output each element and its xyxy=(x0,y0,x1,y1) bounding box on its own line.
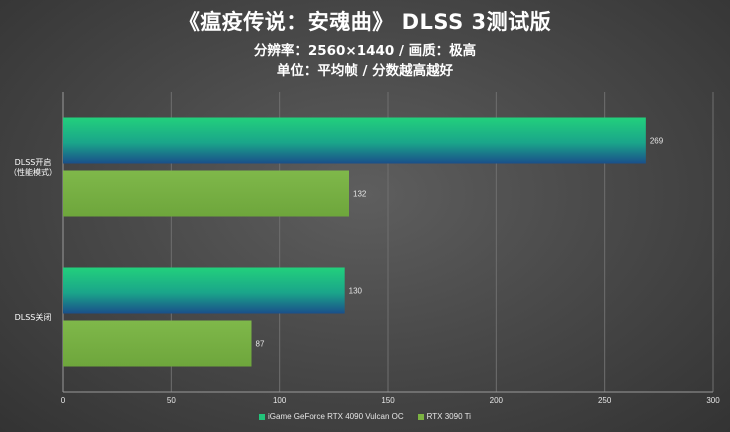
bar-dlss-off-rtx4090 xyxy=(63,267,345,314)
x-tick-label-0: 0 xyxy=(61,396,66,405)
legend-item-rtx4090: iGame GeForce RTX 4090 Vulcan OC xyxy=(259,412,404,421)
legend-label-rtx4090: iGame GeForce RTX 4090 Vulcan OC xyxy=(268,412,404,421)
category-label-dlss-off: DLSS关闭 xyxy=(15,312,52,322)
legend-label-rtx3090ti: RTX 3090 Ti xyxy=(426,412,471,421)
data-label-dlss-off-rtx4090: 130 xyxy=(349,287,363,296)
x-tick-label-200: 200 xyxy=(490,396,504,405)
x-tick-label-150: 150 xyxy=(381,396,395,405)
bar-dlss-on-rtx4090 xyxy=(63,117,646,164)
bar-dlss-off-rtx3090ti xyxy=(63,320,252,367)
data-label-dlss-on-rtx3090ti: 132 xyxy=(353,190,367,199)
x-tick-label-100: 100 xyxy=(273,396,287,405)
data-label-dlss-on-rtx4090: 269 xyxy=(650,137,664,146)
x-tick-label-250: 250 xyxy=(598,396,612,405)
x-tick-label-50: 50 xyxy=(167,396,176,405)
chart-subtitle-resolution: 分辨率：2560×1440 / 画质：极高 xyxy=(253,43,477,59)
legend-item-rtx3090ti: RTX 3090 Ti xyxy=(417,412,471,421)
legend: iGame GeForce RTX 4090 Vulcan OC RTX 309… xyxy=(0,412,730,421)
legend-swatch-rtx4090 xyxy=(259,413,266,420)
chart-title: 《瘟疫传说：安魂曲》 DLSS 3测试版 xyxy=(178,10,552,34)
category-label-dlss-on: DLSS开启（性能模式） xyxy=(9,157,57,177)
data-label-dlss-off-rtx3090ti: 87 xyxy=(256,340,265,349)
chart-subtitle-unit: 单位：平均帧 / 分数越高越好 xyxy=(276,63,454,79)
x-tick-label-300: 300 xyxy=(706,396,720,405)
bar-dlss-on-rtx3090ti xyxy=(63,170,349,217)
legend-swatch-rtx3090ti xyxy=(417,413,424,420)
